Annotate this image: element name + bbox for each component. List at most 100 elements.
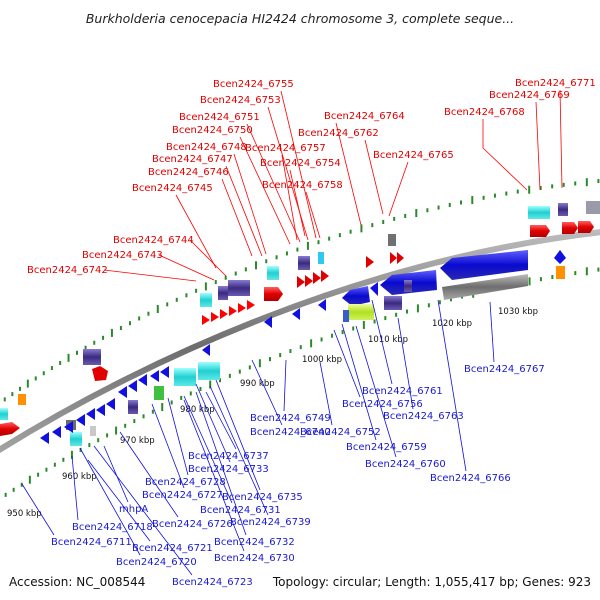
- gene-arrow-reverse[interactable]: [442, 274, 528, 300]
- gene-label[interactable]: Bcen2424_6745: [132, 183, 213, 194]
- gene-arrow-reverse[interactable]: [128, 380, 137, 392]
- gene-label[interactable]: Bcen2424_6735: [222, 492, 303, 503]
- gene-arrow-forward[interactable]: [0, 422, 20, 436]
- gene-label[interactable]: Bcen2424_6764: [324, 111, 405, 122]
- gene-arrow-reverse[interactable]: [440, 250, 528, 280]
- gene-arrow-reverse[interactable]: [202, 344, 210, 356]
- gene-label[interactable]: Bcen2424_6751: [179, 112, 260, 123]
- gene-label[interactable]: Bcen2424_6728: [145, 477, 226, 488]
- gene-arrow-reverse[interactable]: [86, 408, 95, 420]
- gene-label[interactable]: Bcen2424_6762: [298, 128, 379, 139]
- gene-arrow-forward[interactable]: [92, 366, 108, 381]
- gene-label[interactable]: Bcen2424_6732: [214, 537, 295, 548]
- gene-block-purple[interactable]: [298, 256, 310, 270]
- gene-arrow-reverse[interactable]: [96, 404, 105, 416]
- gene-arrow-forward[interactable]: [229, 306, 237, 316]
- gene-label[interactable]: Bcen2424_6768: [444, 107, 525, 118]
- gene-label[interactable]: Bcen2424_6755: [213, 79, 294, 90]
- gene-label[interactable]: Bcen2424_6727: [142, 490, 223, 501]
- gene-block-purple[interactable]: [218, 286, 228, 300]
- gene-block-cyan[interactable]: [70, 432, 82, 446]
- gene-arrow-forward[interactable]: [202, 315, 210, 325]
- gene-arrow-forward[interactable]: [578, 221, 594, 233]
- gene-arrow-reverse[interactable]: [138, 374, 147, 386]
- gene-label[interactable]: mhpA: [119, 504, 148, 515]
- gene-arrow-reverse[interactable]: [106, 398, 115, 410]
- gene-label[interactable]: Bcen2424_6743: [82, 250, 163, 261]
- gene-block-grey[interactable]: [388, 234, 396, 246]
- gene-label[interactable]: Bcen2424_6737: [188, 451, 269, 462]
- gene-arrow-reverse[interactable]: [554, 250, 566, 264]
- gene-arrow-forward[interactable]: [247, 300, 255, 310]
- gene-block-orange[interactable]: [18, 394, 26, 405]
- gene-label[interactable]: Bcen2424_6731: [200, 505, 281, 516]
- gene-arrow-forward[interactable]: [305, 275, 313, 287]
- gene-block-purple[interactable]: [384, 296, 402, 310]
- gene-arrow-reverse[interactable]: [64, 421, 73, 433]
- gene-arrow-forward[interactable]: [390, 252, 397, 264]
- gene-label[interactable]: Bcen2424_6720: [116, 557, 197, 568]
- gene-label[interactable]: Bcen2424_6739: [230, 517, 311, 528]
- gene-label[interactable]: Bcen2424_6760: [365, 459, 446, 470]
- gene-block-cyan[interactable]: [198, 362, 220, 380]
- gene-label[interactable]: Bcen2424_6744: [113, 235, 194, 246]
- gene-arrow-reverse[interactable]: [318, 299, 326, 311]
- gene-label[interactable]: Bcen2424_6767: [464, 364, 545, 375]
- gene-block-cyan[interactable]: [174, 368, 196, 386]
- gene-label[interactable]: Bcen2424_6771: [515, 78, 596, 89]
- gene-label[interactable]: Bcen2424_6761: [362, 386, 443, 397]
- gene-block-purple[interactable]: [128, 400, 138, 414]
- gene-arrow-reverse[interactable]: [118, 386, 127, 398]
- gene-label[interactable]: Bcen2424_6718: [72, 522, 153, 533]
- gene-block-cyan[interactable]: [318, 252, 324, 264]
- gene-block-cyan[interactable]: [200, 293, 212, 307]
- gene-label[interactable]: Bcen2424_6730: [214, 553, 295, 564]
- gene-arrow-forward[interactable]: [264, 287, 283, 301]
- gene-label[interactable]: Bcen2424_6726: [152, 519, 233, 530]
- gene-block-orange[interactable]: [556, 266, 565, 279]
- gene-label[interactable]: Bcen2424_6765: [373, 150, 454, 161]
- gene-label[interactable]: Bcen2424_6750: [172, 125, 253, 136]
- gene-block-purple[interactable]: [404, 280, 412, 292]
- gene-arrow-reverse[interactable]: [370, 282, 378, 296]
- gene-block-purple[interactable]: [83, 349, 101, 365]
- gene-arrow-reverse[interactable]: [264, 316, 272, 328]
- gene-label[interactable]: Bcen2424_6711: [51, 537, 132, 548]
- gene-block-cyan[interactable]: [528, 206, 550, 219]
- gene-label[interactable]: Bcen2424_6763: [383, 411, 464, 422]
- gene-arrow-forward[interactable]: [313, 272, 321, 284]
- gene-block-blue[interactable]: [343, 310, 349, 322]
- gene-arrow-reverse[interactable]: [342, 286, 370, 306]
- gene-arrow-forward[interactable]: [530, 225, 550, 237]
- gene-arrow-forward[interactable]: [321, 270, 329, 282]
- gene-arrow-reverse[interactable]: [76, 414, 85, 426]
- gene-label[interactable]: Bcen2424_6758: [262, 180, 343, 191]
- gene-label[interactable]: Bcen2424_6733: [188, 464, 269, 475]
- gene-arrow-forward[interactable]: [562, 222, 578, 234]
- gene-block-lime[interactable]: [348, 304, 374, 320]
- gene-label[interactable]: Bcen2424_6769: [489, 90, 570, 101]
- gene-label[interactable]: Bcen2424_6756: [342, 399, 423, 410]
- gene-label[interactable]: Bcen2424_6723: [172, 577, 253, 588]
- gene-arrow-forward[interactable]: [220, 309, 228, 319]
- gene-label[interactable]: Bcen2424_6759: [346, 442, 427, 453]
- gene-arrow-reverse[interactable]: [292, 308, 300, 320]
- gene-arrow-forward[interactable]: [366, 256, 374, 268]
- gene-label[interactable]: Bcen2424_6748: [166, 142, 247, 153]
- gene-label[interactable]: Bcen2424_6752: [300, 427, 381, 438]
- gene-block-purple[interactable]: [228, 280, 250, 296]
- gene-label[interactable]: Bcen2424_6757: [245, 143, 326, 154]
- gene-block-green[interactable]: [154, 386, 164, 400]
- gene-arrow-reverse[interactable]: [150, 370, 159, 382]
- gene-label[interactable]: Bcen2424_6766: [430, 473, 511, 484]
- gene-block-grey[interactable]: [586, 201, 600, 214]
- gene-label[interactable]: Bcen2424_6740: [250, 427, 331, 438]
- gene-arrow-forward[interactable]: [211, 312, 219, 322]
- gene-block-grey[interactable]: [90, 426, 96, 436]
- gene-label[interactable]: Bcen2424_6753: [200, 95, 281, 106]
- gene-arrow-reverse[interactable]: [52, 426, 61, 438]
- gene-label[interactable]: Bcen2424_6746: [148, 167, 229, 178]
- gene-arrow-forward[interactable]: [238, 303, 246, 313]
- gene-arrow-forward[interactable]: [297, 276, 305, 288]
- gene-arrow-forward[interactable]: [397, 252, 404, 264]
